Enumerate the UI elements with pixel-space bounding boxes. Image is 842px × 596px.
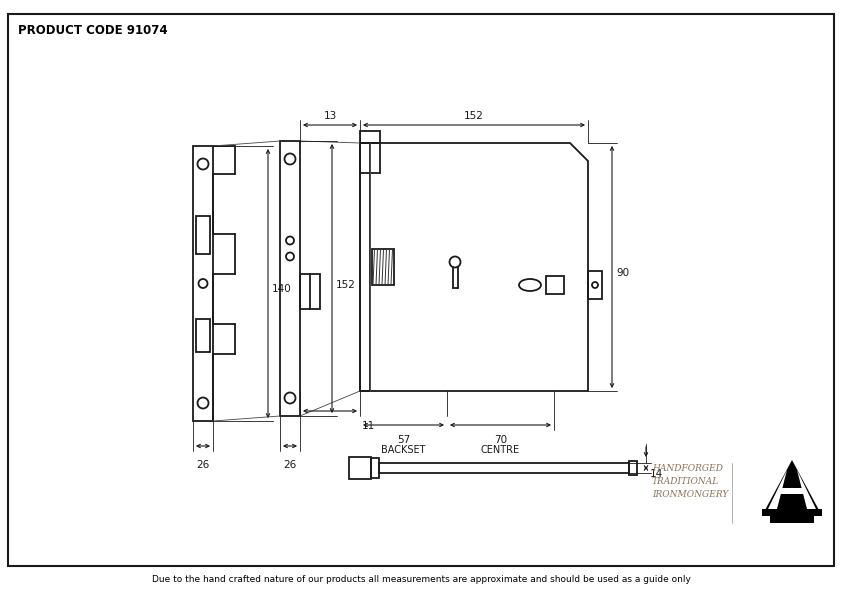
Text: 70: 70 (494, 435, 507, 445)
Text: 26: 26 (196, 460, 210, 470)
Bar (360, 131, 380, 143)
Bar (762, 509, 822, 516)
Bar (196, 318, 210, 352)
Bar (349, 457, 371, 479)
Text: 11: 11 (362, 421, 376, 431)
Text: 14: 14 (650, 469, 663, 479)
Bar (196, 216, 210, 253)
Bar (629, 461, 637, 475)
Bar (360, 143, 380, 173)
Text: TRADITIONAL: TRADITIONAL (652, 477, 719, 486)
Bar (360, 143, 370, 391)
Text: Due to the hand crafted nature of our products all measurements are approximate : Due to the hand crafted nature of our pr… (152, 575, 690, 583)
Bar (372, 249, 394, 285)
Bar (379, 463, 629, 473)
Bar (193, 146, 213, 421)
Polygon shape (768, 470, 787, 509)
Text: 57: 57 (397, 435, 410, 445)
Polygon shape (797, 470, 816, 509)
Text: CENTRE: CENTRE (481, 445, 520, 455)
Bar (300, 274, 320, 309)
Text: 26: 26 (284, 460, 296, 470)
Text: HANDFORGED: HANDFORGED (652, 464, 723, 473)
Text: 90: 90 (616, 268, 629, 278)
Text: IRONMONGERY: IRONMONGERY (652, 490, 728, 499)
Bar (546, 276, 564, 294)
Text: 13: 13 (323, 111, 337, 121)
Text: 152: 152 (336, 280, 356, 290)
Polygon shape (764, 460, 820, 512)
Text: 140: 140 (272, 284, 291, 294)
Bar (588, 271, 602, 299)
Bar (770, 515, 814, 523)
Text: BACKSET: BACKSET (381, 445, 426, 455)
Bar (371, 458, 379, 478)
Bar (780, 488, 804, 494)
Text: 152: 152 (464, 111, 484, 121)
Bar (280, 141, 300, 416)
Text: PRODUCT CODE 91074: PRODUCT CODE 91074 (18, 24, 168, 37)
